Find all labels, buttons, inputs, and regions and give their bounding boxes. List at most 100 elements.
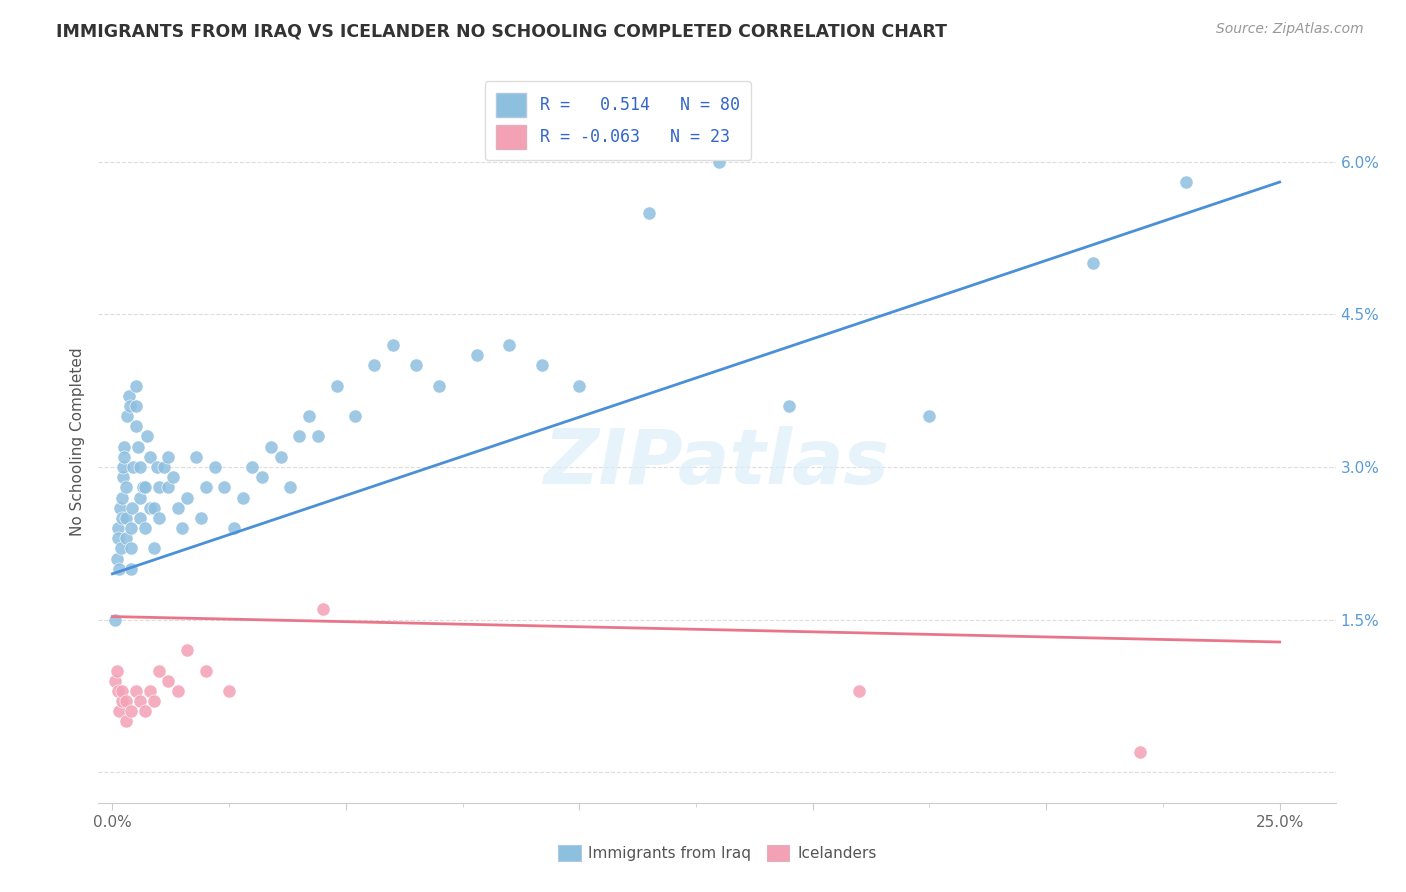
Point: [381, 338, 404, 352]
Point: [143, 694, 166, 708]
Point: [148, 511, 170, 525]
Point: [105, 664, 128, 678]
Point: [129, 694, 152, 708]
Point: [218, 684, 240, 698]
Point: [146, 460, 169, 475]
Point: [129, 511, 152, 525]
Point: [166, 684, 188, 698]
Point: [194, 480, 217, 494]
Point: [120, 562, 142, 576]
Point: [242, 460, 264, 475]
Point: [107, 684, 129, 698]
Point: [112, 450, 135, 464]
Point: [115, 531, 138, 545]
Point: [115, 511, 138, 525]
Point: [232, 491, 254, 505]
Point: [465, 348, 488, 362]
Point: [270, 450, 292, 464]
Point: [134, 704, 156, 718]
Point: [157, 450, 180, 464]
Point: [120, 521, 142, 535]
Point: [111, 684, 134, 698]
Point: [405, 358, 427, 372]
Point: [129, 491, 152, 505]
Point: [125, 378, 148, 392]
Point: [108, 562, 131, 576]
Point: [120, 704, 142, 718]
Point: [104, 673, 127, 688]
Point: [107, 521, 129, 535]
Point: [111, 491, 134, 505]
Point: [120, 541, 142, 556]
Point: [166, 500, 188, 515]
Point: [108, 704, 131, 718]
Point: [1081, 256, 1104, 270]
Point: [152, 460, 174, 475]
Point: [307, 429, 329, 443]
Point: [297, 409, 319, 423]
Point: [136, 429, 159, 443]
Point: [122, 460, 145, 475]
Y-axis label: No Schooling Completed: No Schooling Completed: [69, 347, 84, 536]
Point: [176, 643, 198, 657]
Point: [260, 440, 283, 454]
Point: [176, 491, 198, 505]
Point: [157, 673, 180, 688]
Point: [125, 399, 148, 413]
Point: [250, 470, 273, 484]
Point: [848, 684, 870, 698]
Point: [1129, 745, 1152, 759]
Point: [709, 154, 731, 169]
Point: [148, 480, 170, 494]
Point: [288, 429, 311, 443]
Point: [148, 664, 170, 678]
Point: [162, 470, 184, 484]
Point: [108, 500, 131, 515]
Point: [125, 684, 148, 698]
Point: [125, 419, 148, 434]
Point: [107, 531, 129, 545]
Point: [186, 450, 208, 464]
Point: [105, 551, 128, 566]
Point: [172, 521, 194, 535]
Point: [1175, 175, 1198, 189]
Point: [121, 500, 143, 515]
Point: [204, 460, 226, 475]
Point: [111, 694, 134, 708]
Point: [112, 460, 135, 475]
Point: [134, 521, 156, 535]
Point: [344, 409, 367, 423]
Point: [139, 500, 162, 515]
Legend: Immigrants from Iraq, Icelanders: Immigrants from Iraq, Icelanders: [551, 839, 883, 867]
Point: [143, 541, 166, 556]
Point: [111, 511, 134, 525]
Point: [363, 358, 385, 372]
Point: [115, 714, 138, 729]
Text: Source: ZipAtlas.com: Source: ZipAtlas.com: [1216, 22, 1364, 37]
Text: IMMIGRANTS FROM IRAQ VS ICELANDER NO SCHOOLING COMPLETED CORRELATION CHART: IMMIGRANTS FROM IRAQ VS ICELANDER NO SCH…: [56, 22, 948, 40]
Point: [115, 480, 138, 494]
Point: [117, 409, 139, 423]
Point: [222, 521, 245, 535]
Point: [194, 664, 217, 678]
Point: [638, 205, 661, 219]
Point: [143, 500, 166, 515]
Point: [190, 511, 212, 525]
Point: [120, 399, 142, 413]
Point: [139, 684, 162, 698]
Point: [530, 358, 553, 372]
Point: [778, 399, 800, 413]
Point: [278, 480, 301, 494]
Point: [311, 602, 333, 616]
Point: [325, 378, 347, 392]
Point: [157, 480, 180, 494]
Point: [104, 613, 127, 627]
Point: [134, 480, 156, 494]
Point: [127, 440, 149, 454]
Point: [918, 409, 941, 423]
Point: [111, 470, 134, 484]
Point: [132, 480, 155, 494]
Text: ZIPatlas: ZIPatlas: [544, 426, 890, 500]
Point: [427, 378, 450, 392]
Point: [115, 694, 138, 708]
